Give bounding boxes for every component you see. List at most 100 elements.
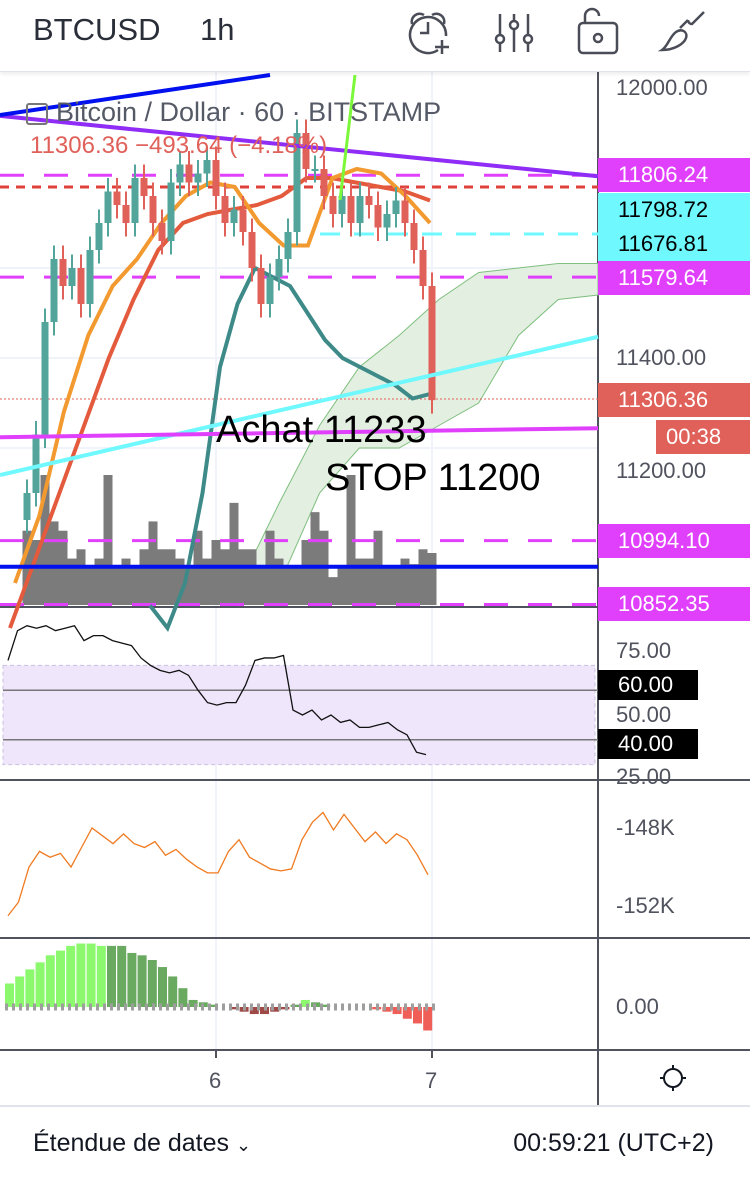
macd-histogram-bar (168, 976, 178, 1007)
candle-body (266, 277, 274, 304)
magenta-trendline (0, 426, 599, 440)
candle-body (419, 250, 427, 286)
volume-bar (112, 567, 122, 605)
price-label: 10852.35 (598, 587, 750, 622)
macd-histogram-bar (45, 955, 55, 1007)
chevron-down-icon: ⌄ (235, 1135, 252, 1155)
legend-title: Bitcoin / Dollar (56, 97, 231, 127)
macd-histogram-bar (423, 1007, 433, 1031)
interval-button[interactable]: 1h (200, 12, 235, 47)
volume-bar (76, 549, 86, 605)
chart-legend[interactable]: Bitcoin / Dollar · 60 · BITSTAMP (26, 97, 441, 128)
price-label: 11579.64 (598, 260, 750, 295)
volume-bar (166, 549, 176, 605)
candle-body (257, 268, 265, 304)
macd-histogram-bar (382, 1007, 392, 1012)
volume-bar (184, 567, 194, 605)
volume-bar (337, 567, 347, 605)
bottom-bar: Étendue de dates ⌄ 00:59:21 (UTC+2) (0, 1105, 750, 1184)
time-tick: 7 (425, 1068, 438, 1093)
volume-bar (211, 540, 221, 605)
macd-histogram-bar (158, 967, 167, 1007)
obv-line (7, 811, 429, 917)
price-label: 11806.24 (598, 158, 750, 193)
candle-body (230, 209, 238, 223)
candle-body (23, 493, 31, 520)
volume-bar (283, 567, 293, 605)
volume-bar (67, 558, 77, 605)
volume-bar (148, 521, 158, 605)
macd-histogram-bar (5, 983, 14, 1007)
volume-bar (355, 558, 365, 605)
green-line (338, 74, 357, 201)
clock-timezone[interactable]: 00:59:21 (UTC+2) (513, 1129, 714, 1157)
macd-histogram-bar (321, 1004, 331, 1007)
candle-body (122, 205, 130, 223)
macd-histogram-bar (96, 945, 106, 1007)
candle-body (284, 232, 292, 259)
candle-body (428, 286, 436, 401)
chart-canvas[interactable] (0, 0, 750, 1105)
macd-histogram-bar (35, 962, 45, 1007)
macd-histogram-bar (402, 1007, 412, 1019)
candle-body (113, 191, 121, 205)
candle-body (32, 434, 40, 493)
candle-body (329, 196, 337, 214)
candle-body (59, 259, 67, 286)
unlock-icon[interactable] (573, 6, 625, 58)
candle-body (95, 223, 103, 250)
macd-histogram-bar (413, 1007, 422, 1024)
candle-body (275, 259, 283, 277)
stop-annotation[interactable]: STOP 11200 (325, 457, 541, 499)
volume-bar (229, 502, 239, 605)
volume-bar (274, 558, 284, 605)
volume-bar (310, 512, 320, 605)
collapse-legend-icon[interactable] (26, 102, 48, 125)
buy-annotation[interactable]: Achat 11233 (216, 409, 427, 451)
volume-bar (256, 567, 266, 605)
rsi-band (2, 664, 596, 766)
macd-histogram-bar (270, 1007, 280, 1012)
candle-body (131, 178, 139, 223)
alarm-add-icon[interactable] (402, 6, 454, 58)
candle-body (104, 191, 112, 223)
macd-histogram-bar (249, 1007, 259, 1015)
candle-body (347, 196, 355, 223)
candle-body (248, 232, 256, 268)
volume-bar (409, 564, 419, 605)
volume-bar (94, 558, 104, 605)
macd-histogram-bar (300, 999, 310, 1007)
macd-histogram-bar (76, 943, 86, 1007)
candle-body (203, 160, 211, 174)
symbol-button[interactable]: BTCUSD (33, 12, 161, 47)
volume-bar (382, 567, 392, 605)
ichimoku-cloud (239, 263, 599, 607)
macd-histogram-bar (15, 976, 25, 1007)
price-tick: 11400.00 (616, 345, 707, 370)
candle-body (401, 200, 409, 223)
volume-bar (391, 567, 401, 605)
volume-bar (418, 549, 428, 605)
date-range-dropdown[interactable]: Étendue de dates ⌄ (33, 1129, 251, 1158)
candle-body (311, 169, 319, 171)
candle-body (140, 178, 148, 196)
teal-band-line (148, 265, 431, 633)
volume-bar (157, 549, 167, 605)
candle-body (365, 196, 373, 205)
candle-body (239, 209, 247, 232)
date-range-label: Étendue de dates (33, 1129, 229, 1157)
volume-bar (49, 521, 59, 605)
indicators-icon[interactable] (488, 6, 540, 58)
candle-body (410, 223, 418, 250)
candle-body (50, 259, 58, 322)
cyan-trendline (0, 334, 599, 477)
macd-histogram-bar (137, 955, 147, 1007)
legend-last: 11306.36 (30, 132, 129, 159)
candle-body (158, 223, 166, 241)
drawing-brush-icon[interactable] (658, 6, 710, 58)
settings-icon-ring (663, 1068, 683, 1088)
rsi-tick: 75.00 (616, 638, 672, 663)
volume-bar (247, 549, 257, 605)
legend-change: −493.64 (−4.18%) (135, 132, 328, 159)
macd-histogram-bar (117, 945, 127, 1007)
